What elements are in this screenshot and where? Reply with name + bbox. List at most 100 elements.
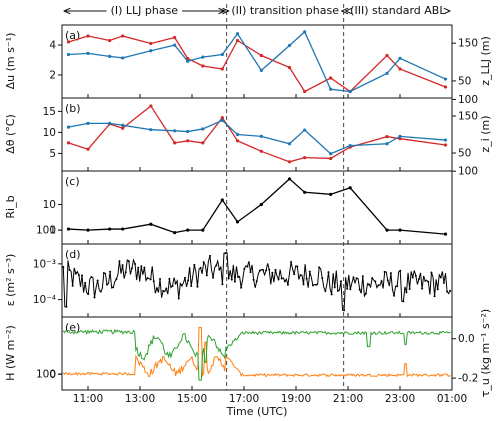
- panel-b-blue-series-point: [201, 127, 205, 131]
- phase-label-standard-abl: (III) standard ABL: [350, 4, 446, 17]
- panel-d-epsilon-series-point: [315, 283, 318, 286]
- panel-d-epsilon-series-point: [249, 271, 252, 274]
- y-tick-label-left: 10: [43, 127, 56, 139]
- panel-d-epsilon-series-point: [177, 297, 180, 300]
- panel-d-epsilon-series-point: [140, 265, 143, 268]
- panel-d-epsilon-series-point: [436, 288, 439, 291]
- panel-a-red-series-point: [287, 65, 292, 70]
- panel-d-epsilon-series-point: [187, 279, 190, 282]
- panel-d-epsilon-series-point: [427, 280, 430, 283]
- phase-label-transition: (II) transition phase: [231, 4, 339, 17]
- panel-d-epsilon-series-point: [358, 288, 361, 291]
- panel-d-epsilon-series-point: [155, 287, 158, 290]
- panel-a-red-series-point: [385, 53, 389, 58]
- panel-a-blue-series-point: [303, 30, 307, 34]
- panel-d-epsilon-series-point: [124, 271, 127, 274]
- y-tick-label-left: 10⁻³: [33, 258, 56, 270]
- panel-d-epsilon-series-point: [383, 270, 386, 273]
- panel-d-epsilon-series-point: [71, 284, 74, 287]
- panel-c-rib-series-point: [108, 227, 112, 231]
- panel-a-blue-series-point: [173, 43, 177, 47]
- panel-d-epsilon-series-point: [74, 272, 77, 275]
- panel-a-red-series-point: [108, 38, 112, 43]
- panel-b-blue-series-point: [108, 121, 112, 125]
- panel-a-blue-series-point: [186, 59, 190, 63]
- panel-d-epsilon-series-point: [196, 285, 199, 288]
- panel-a-blue-series-point: [398, 56, 402, 60]
- panel-b-red-series-line: [68, 104, 446, 163]
- panel-c-rib-series-point: [398, 228, 402, 232]
- panel-d-epsilon-series-point: [137, 266, 140, 269]
- y-tick-label-right: 150: [458, 110, 478, 122]
- panel-d-epsilon-series-point: [237, 276, 240, 279]
- panel-c-rib-series-point: [201, 228, 205, 232]
- panel-c-rib-series-point: [121, 227, 125, 231]
- panel-d-epsilon-series-point: [346, 287, 349, 290]
- y-tick-label-left: 10: [43, 199, 56, 211]
- panel-d-epsilon-series-point: [361, 275, 364, 278]
- panel-d-epsilon-series-point: [399, 269, 402, 272]
- panel-d-epsilon-series-point: [252, 278, 255, 281]
- panel-a-letter: (a): [65, 29, 80, 42]
- panel-c-rib-series-point: [220, 198, 224, 202]
- panel-d-epsilon-series-point: [330, 293, 333, 296]
- panel-d-epsilon-series-point: [339, 280, 342, 283]
- panel-d-epsilon-series-point: [430, 271, 433, 274]
- y-tick-label-left: 100: [36, 225, 56, 237]
- panel-d-epsilon-series-point: [283, 280, 286, 283]
- panel-d-epsilon-series-point: [146, 277, 149, 280]
- panel-a-red-series-point: [86, 34, 90, 38]
- panel-d-epsilon-series-point: [386, 279, 389, 282]
- panel-d-epsilon-series-point: [421, 287, 424, 290]
- panel-d-epsilon-series-point: [396, 285, 399, 288]
- panel-d-epsilon-series-point: [65, 305, 68, 308]
- panel-d-epsilon-series-point: [258, 269, 261, 272]
- panel-d-epsilon-series-point: [149, 278, 152, 281]
- panel-d-epsilon-series-point: [180, 284, 183, 287]
- panel-b-blue-series-point: [235, 132, 240, 137]
- panel-b-letter: (b): [65, 102, 81, 115]
- x-tick-label: 01:00: [437, 393, 467, 405]
- panel-d-epsilon-series-point: [274, 268, 277, 271]
- y-tick-label-left: 5: [49, 148, 56, 160]
- panel-d-epsilon-series-point: [333, 286, 336, 289]
- panel-d-epsilon-series-point: [159, 278, 162, 281]
- panel-d-epsilon-series-point: [449, 289, 452, 292]
- panel-a-blue-series-point: [235, 32, 240, 36]
- panel-b-red-series-point: [201, 141, 205, 145]
- panel-d-epsilon-series-point: [311, 284, 314, 287]
- x-tick-label: 19:00: [281, 393, 311, 405]
- panel-e-right-ylabel: τ_u (kg m⁻¹ s⁻²): [479, 309, 492, 397]
- panel-d-epsilon-series-point: [208, 254, 211, 257]
- panel-d-epsilon-series-point: [277, 278, 280, 281]
- panel-d-epsilon-series-point: [212, 276, 215, 279]
- y-tick-label-left: 15: [43, 106, 56, 118]
- panel-a-blue-series-point: [86, 51, 90, 55]
- panel-c-rib-series-point: [66, 227, 71, 231]
- panel-b-blue-series-line: [68, 119, 446, 155]
- panel-d-epsilon-series-point: [202, 261, 205, 264]
- panel-d-epsilon-series-point: [293, 273, 296, 276]
- panel-d-epsilon-series-point: [380, 280, 383, 283]
- panel-d-epsilon-series-point: [190, 284, 193, 287]
- panel-d-epsilon-series-point: [81, 274, 84, 277]
- y-tick-label-left: 10⁻⁴: [33, 294, 56, 306]
- panel-d-epsilon-series-point: [77, 273, 80, 276]
- y-tick-label-right: 0.0: [458, 333, 475, 345]
- panel-a-left-ylabel: Δu (m s⁻¹): [4, 33, 17, 90]
- panel-d-epsilon-series-point: [414, 274, 417, 277]
- panel-d-epsilon-series-point: [424, 279, 427, 282]
- panel-b-red-series-point: [235, 139, 240, 143]
- panel-d-epsilon-series-point: [255, 280, 258, 283]
- x-tick-label: 13:00: [125, 393, 155, 405]
- panel-a-blue-series-point: [287, 43, 292, 48]
- panel-d-epsilon-series-point: [230, 278, 233, 281]
- panel-a-blue-series-point: [121, 56, 125, 60]
- panel-d-epsilon-series-point: [162, 289, 165, 292]
- panel-d-epsilon-series-point: [305, 277, 308, 280]
- panel-d-epsilon-series-point: [87, 293, 90, 296]
- y-tick-label-left: 100: [36, 369, 56, 381]
- panel-b-blue-series-point: [398, 134, 402, 138]
- panel-b-blue-series-point: [173, 129, 177, 133]
- panel-b-red-series-point: [186, 139, 190, 143]
